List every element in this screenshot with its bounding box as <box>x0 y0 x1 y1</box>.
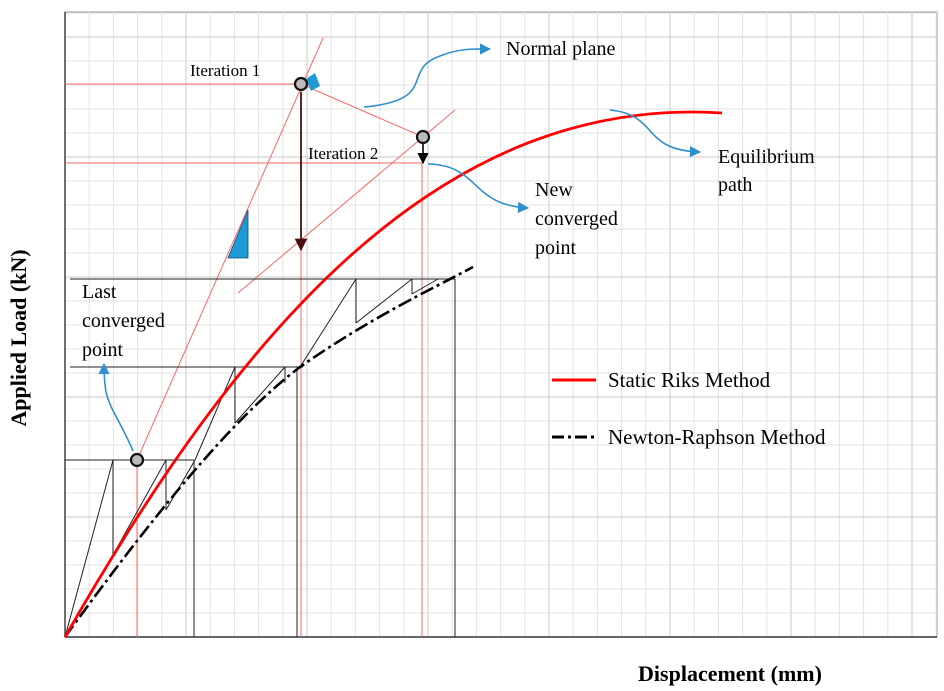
background-grid <box>65 12 937 637</box>
new-converged-point-line-2: converged <box>535 208 618 230</box>
iteration-1-point <box>293 76 309 92</box>
tangent-slope-wedge <box>227 209 249 259</box>
legend-newton-label: Newton-Raphson Method <box>608 425 826 449</box>
newton-raphson-construction <box>64 278 456 638</box>
nr-tangent-3 <box>165 459 196 511</box>
new-converged-point-line-1: New <box>535 179 573 201</box>
normal-plane-label: Normal plane <box>506 38 616 60</box>
nr-tangent-5 <box>234 366 286 424</box>
nr-tangent-7 <box>355 278 413 324</box>
last-converged-point-line-3: point <box>82 339 124 361</box>
last-converged-point-callout-arrow <box>98 362 134 452</box>
equilibrium-path-line-1: Equilibrium <box>718 146 815 168</box>
static-riks-curve <box>63 110 723 638</box>
equilibrium-path-label: Equilibrium path <box>718 146 820 196</box>
last-converged-point-marker <box>129 452 145 468</box>
last-converged-point-line-1: Last <box>82 281 117 303</box>
normal-plane-marker <box>306 73 320 91</box>
iteration-2-label: Iteration 2 <box>308 144 378 163</box>
newton-raphson-curve <box>63 265 474 638</box>
equilibrium-path-line-2: path <box>718 174 752 196</box>
y-axis-title: Applied Load (kN) <box>6 249 31 426</box>
normal-plane-line <box>300 83 424 138</box>
x-axis-title: Displacement (mm) <box>638 661 822 686</box>
iteration-1-label: Iteration 1 <box>190 61 260 80</box>
nr-tangent-4 <box>194 366 236 461</box>
legend-riks-label: Static Riks Method <box>608 368 771 392</box>
last-converged-point-line-2: converged <box>82 310 165 332</box>
legend: Static Riks Method Newton-Raphson Method <box>552 368 826 449</box>
nr-tangent-6 <box>299 278 357 368</box>
last-converged-point-label: Last converged point <box>82 281 170 361</box>
equilibrium-path-callout-arrow <box>609 109 702 158</box>
nr-tangent-8 <box>411 278 439 295</box>
new-converged-point-label: New converged point <box>535 179 623 259</box>
nr-tangent-1 <box>64 459 114 638</box>
new-converged-point-line-3: point <box>535 237 577 259</box>
normal-plane-callout-arrow <box>363 43 492 108</box>
iteration-2-point <box>415 129 431 145</box>
callout-arrows <box>98 43 702 452</box>
new-converged-point-callout-arrow <box>427 163 530 214</box>
initial-tangent-line <box>136 37 324 461</box>
